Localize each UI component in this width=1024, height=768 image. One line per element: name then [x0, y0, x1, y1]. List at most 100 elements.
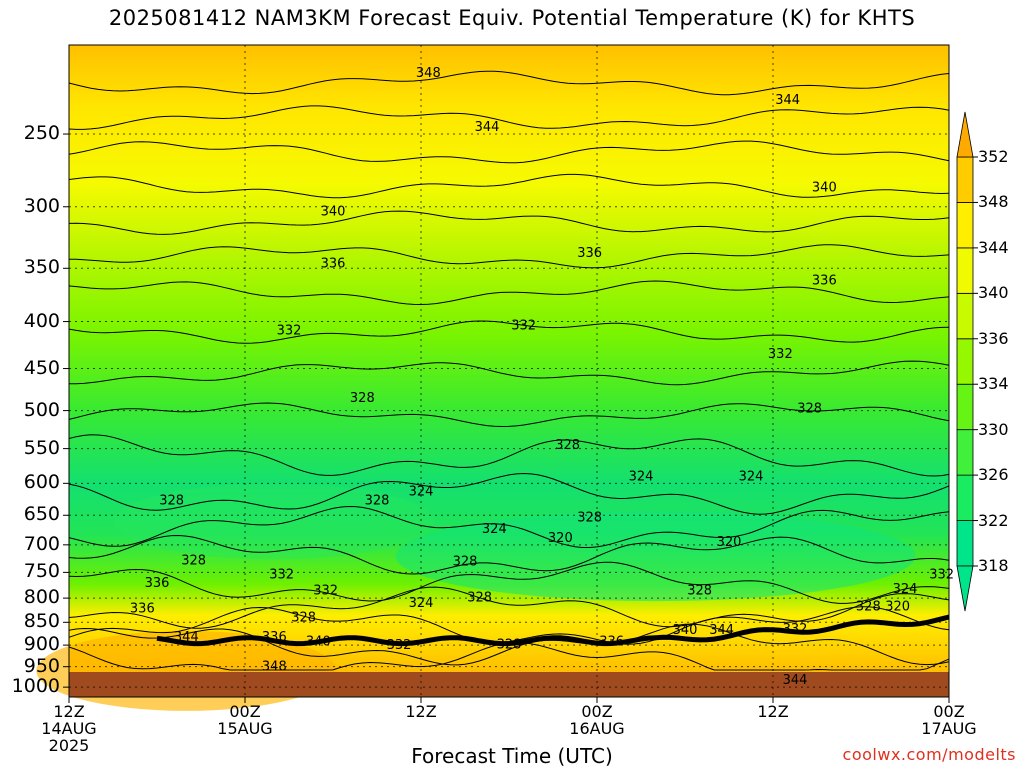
colorbar-tick-label: 318 [978, 556, 1009, 575]
contour-label: 332 [269, 567, 294, 582]
contour-line [68, 70, 950, 96]
colorbar-tick-label: 352 [978, 147, 1009, 166]
contour-line [68, 173, 950, 199]
contour-label: 328 [797, 401, 822, 416]
colorbar-tick-label: 322 [978, 510, 1009, 530]
contour-label: 332 [768, 347, 793, 362]
inversion-contour-band [156, 614, 950, 647]
contour-label: 324 [739, 469, 764, 484]
contour-label: 324 [893, 582, 918, 597]
contour-label: 336 [812, 274, 837, 289]
contour-label: 328 [687, 584, 712, 599]
colorbar-bottom-arrow [956, 565, 974, 612]
contour-label: 324 [409, 485, 434, 500]
contour-lines [68, 70, 950, 671]
contour-label: 344 [475, 120, 500, 135]
contour-labels: 348 344 344 340 340 336 336 336 332 332 332 328 328 3… [130, 66, 954, 688]
contour-label: 336 [577, 246, 602, 261]
contour-label: 328 [159, 494, 184, 509]
contour-label: 320 [548, 531, 573, 546]
colorbar-segment [956, 202, 974, 249]
contour-line [68, 561, 950, 604]
y-tick-label: 800 [23, 586, 60, 609]
x-tick-label: 00Z 16AUG [569, 702, 625, 738]
contour-label: 340 [673, 623, 698, 638]
contour-label: 328 [365, 494, 390, 509]
contour-label: 320 [885, 600, 910, 615]
colorbar-tick-label: 340 [978, 283, 1009, 303]
contour-line [68, 320, 950, 344]
low-theta-e-core [395, 511, 916, 602]
contour-label: 328 [181, 553, 206, 568]
contour-label: 320 [717, 535, 742, 550]
contour-label: 324 [482, 522, 507, 537]
contour-label: 344 [775, 93, 800, 108]
contour-line [68, 105, 950, 130]
colorbar-top-arrow [956, 111, 974, 158]
contour-label: 340 [306, 635, 331, 650]
contour-line [68, 140, 950, 164]
contour-line [68, 623, 950, 666]
colorbar-segment [956, 429, 974, 476]
contour-label: 328 [467, 591, 492, 606]
y-tick-label: 900 [23, 633, 60, 656]
colorbar-tick-label: 334 [978, 374, 1009, 394]
grid-lines [63, 44, 950, 703]
contour-label: 348 [416, 66, 441, 81]
ground-surface [69, 672, 949, 697]
contour-label: 332 [313, 584, 338, 599]
colorbar [956, 111, 978, 612]
y-tick-label: 950 [23, 654, 60, 677]
contour-label: 328 [577, 510, 602, 525]
y-tick-label: 300 [23, 194, 60, 217]
y-tick-label: 1000 [11, 675, 60, 698]
chart-title: 2025081412 NAM3KM Forecast Equiv. Potent… [108, 6, 916, 30]
colorbar-segment [956, 292, 974, 340]
y-tick-label: 400 [23, 309, 60, 332]
contour-label: 336 [145, 576, 170, 591]
contour-line [69, 244, 950, 269]
colorbar-tick-label: 348 [978, 192, 1009, 212]
contour-line [68, 586, 950, 629]
y-tick-label: 650 [23, 503, 60, 526]
x-tick-label: 00Z 17AUG [921, 702, 977, 738]
contour-label: 336 [599, 635, 624, 650]
contour-label: 344 [709, 623, 734, 638]
contour-label: 328 [856, 600, 881, 615]
y-tick-label: 350 [23, 256, 60, 279]
contour-label: 328 [555, 438, 580, 453]
x-tick-label: 12Z [405, 702, 437, 721]
contour-line [68, 280, 950, 306]
contour-line [68, 472, 950, 515]
colorbar-tick-label: 330 [978, 419, 1009, 439]
plot-frame [68, 44, 950, 698]
contour-label: 336 [262, 630, 287, 645]
contour-label: 328 [350, 391, 375, 406]
low-theta-e-core-west [114, 483, 435, 560]
contour-line [68, 210, 950, 235]
y-tick-label: 550 [23, 436, 60, 459]
colorbar-segment [956, 156, 974, 203]
contour-label: 336 [130, 601, 155, 616]
contour-label: 332 [929, 567, 954, 582]
contour-line [69, 360, 950, 386]
colorbar-tick-label: 344 [978, 237, 1009, 257]
x-tick-label: 12Z [757, 702, 789, 721]
x-tick-label: 12Z 14AUG 2025 [41, 702, 97, 755]
contour-line [68, 505, 950, 548]
contour-label: 340 [812, 180, 837, 195]
y-tick-label: 600 [23, 471, 60, 494]
contour-label: 340 [321, 205, 346, 220]
x-tick-label: 00Z 15AUG [217, 702, 273, 738]
y-tick-label: 750 [23, 560, 60, 583]
colorbar-tick-label: 326 [978, 465, 1009, 485]
y-tick-label: 250 [23, 122, 60, 145]
contour-label: 332 [387, 638, 412, 653]
contour-label: 344 [174, 630, 199, 645]
colorbar-segment [956, 383, 974, 431]
contour-line [68, 534, 950, 575]
colorbar-segment [956, 474, 974, 521]
colorbar-segment [956, 520, 974, 567]
colorbar-segment [956, 338, 974, 385]
